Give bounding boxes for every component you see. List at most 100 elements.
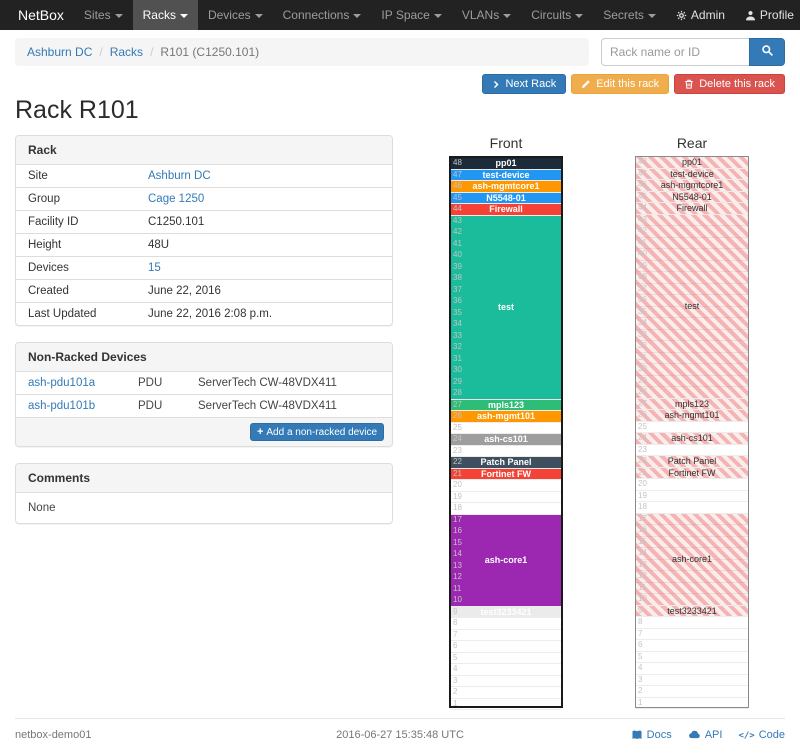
navbar-right: AdminProfileLog out <box>666 0 800 30</box>
rack-device-ash-mgmt101-front[interactable]: ash-mgmt101 <box>451 411 561 422</box>
rack-device-test-device-front[interactable]: test-device <box>451 169 561 180</box>
rack-unit-48: 48 <box>636 157 748 169</box>
rack-unit-27: 27 <box>636 399 748 410</box>
device-label: Fortinet FW <box>668 467 716 478</box>
chevron-down-icon <box>254 13 263 18</box>
device-name-link[interactable]: ash-pdu101b <box>28 400 96 412</box>
attr-value-link[interactable]: Cage 1250 <box>148 193 205 205</box>
rack-device-ash-cs101-rear[interactable]: ash-cs101 <box>636 433 748 444</box>
non-racked-device-row: ash-pdu101a PDU ServerTech CW-48VDX411 <box>16 372 392 395</box>
rack-device-test3233421-front[interactable]: test3233421 <box>451 606 561 617</box>
footer-link-api[interactable]: API <box>688 728 722 742</box>
rack-unit-2: 2 <box>451 687 561 699</box>
rack-unit-4: 4 <box>451 664 561 676</box>
rack-unit-6: 6 <box>636 640 748 652</box>
edit-rack-label: Edit this rack <box>596 78 660 90</box>
unit-number: 25 <box>638 421 647 431</box>
footer-link-code[interactable]: </> Code <box>738 728 785 742</box>
device-label: test-device <box>670 168 714 179</box>
rack-device-fortinet-fw-rear[interactable]: Fortinet FW <box>636 467 748 478</box>
chevron-down-icon <box>647 13 656 18</box>
rack-device-n5548-01-rear[interactable]: N5548-01 <box>636 191 748 202</box>
unit-number: 47 <box>453 169 462 179</box>
non-racked-device-row: ash-pdu101b PDU ServerTech CW-48VDX411 <box>16 394 392 417</box>
device-name-link[interactable]: ash-pdu101a <box>28 377 96 389</box>
rack-unit-22: 22 <box>636 456 748 468</box>
rack-unit-45: 45 <box>451 192 561 204</box>
footer-link-docs[interactable]: Docs <box>631 728 672 742</box>
device-label: test3233421 <box>480 606 532 617</box>
nav-item-sites[interactable]: Sites <box>74 0 133 30</box>
rack-unit-8: 8 <box>451 618 561 630</box>
rack-device-mpls123-rear[interactable]: mpls123 <box>636 398 748 409</box>
nav-item-profile[interactable]: Profile <box>735 0 800 30</box>
next-rack-button[interactable]: Next Rack <box>482 74 567 94</box>
device-label: ash-core1 <box>484 555 528 565</box>
rack-unit-10: 10 <box>636 594 748 606</box>
rack-panel: Rack Site Ashburn DC Group Cage 1250 Facilit… <box>15 135 393 326</box>
brand[interactable]: NetBox <box>18 7 64 23</box>
rack-device-ash-core1-rear[interactable]: ash-core1 <box>636 513 748 605</box>
rack-attr-row: Created June 22, 2016 <box>16 279 392 303</box>
rack-device-patch-panel-front[interactable]: Patch Panel <box>451 457 561 468</box>
rack-device-mpls123-front[interactable]: mpls123 <box>451 399 561 410</box>
unit-number: 36 <box>453 296 462 306</box>
rack-device-pp01-front[interactable]: pp01 <box>451 158 561 169</box>
rack-device-test-device-rear[interactable]: test-device <box>636 168 748 179</box>
breadcrumb-item-ashburn-dc[interactable]: Ashburn DC <box>27 45 93 59</box>
rack-unit-20: 20 <box>451 480 561 492</box>
edit-rack-button[interactable]: Edit this rack <box>571 74 670 94</box>
attr-value-link[interactable]: 15 <box>148 262 161 274</box>
unit-number: 30 <box>638 364 647 374</box>
rack-unit-22: 22 <box>451 457 561 469</box>
rack-unit-9: 9 <box>451 607 561 618</box>
nav-item-vlans[interactable]: VLANs <box>452 0 521 30</box>
nav-item-ip-space[interactable]: IP Space <box>371 0 451 30</box>
rack-device-ash-core1-front[interactable]: ash-core1 <box>451 514 561 606</box>
nav-item-racks[interactable]: Racks <box>132 0 198 30</box>
rack-device-ash-mgmt101-rear[interactable]: ash-mgmt101 <box>636 410 748 421</box>
nav-item-circuits[interactable]: Circuits <box>521 0 593 30</box>
unit-number: 14 <box>453 549 462 559</box>
rack-device-patch-panel-rear[interactable]: Patch Panel <box>636 456 748 467</box>
rack-device-fortinet-fw-front[interactable]: Fortinet FW <box>451 468 561 479</box>
unit-number: 45 <box>453 192 462 202</box>
rack-device-ash-mgmtcore1-front[interactable]: ash-mgmtcore1 <box>451 181 561 192</box>
add-non-racked-device-button[interactable]: + Add a non-racked device <box>249 423 384 441</box>
rack-device-test3233421-rear[interactable]: test3233421 <box>636 605 748 616</box>
search-button[interactable] <box>749 38 785 66</box>
rack-device-n5548-01-front[interactable]: N5548-01 <box>451 192 561 203</box>
unit-number: 37 <box>638 283 647 293</box>
rack-device-test-front[interactable]: test <box>451 215 561 399</box>
rack-device-pp01-rear[interactable]: pp01 <box>636 157 748 168</box>
main-row: Rack Site Ashburn DC Group Cage 1250 Facilit… <box>15 135 785 710</box>
breadcrumb-item-racks[interactable]: Racks <box>109 45 144 59</box>
device-label: Patch Panel <box>667 456 717 467</box>
device-label: ash-cs101 <box>671 433 713 444</box>
device-label: test <box>684 301 700 311</box>
attr-value-link[interactable]: Ashburn DC <box>148 170 211 182</box>
device-model: ServerTech CW-48VDX411 <box>186 394 392 417</box>
unit-number: 7 <box>453 629 458 639</box>
delete-rack-button[interactable]: Delete this rack <box>674 74 785 94</box>
rack-unit-19: 19 <box>636 491 748 502</box>
rack-elevation-rear: 48 47 46 45 44 43 42 41 40 39 38 37 36 35 34 33 32 31 30 29… <box>635 156 749 709</box>
rack-unit-24: 24 <box>636 433 748 445</box>
rack-device-ash-mgmtcore1-rear[interactable]: ash-mgmtcore1 <box>636 180 748 191</box>
unit-number: 31 <box>638 352 647 362</box>
nav-item-connections[interactable]: Connections <box>273 0 372 30</box>
rack-device-firewall-front[interactable]: Firewall <box>451 204 561 215</box>
comments-panel: Comments None <box>15 463 393 524</box>
nav-item-admin[interactable]: Admin <box>666 0 735 30</box>
unit-number: 36 <box>638 295 647 305</box>
rack-device-firewall-rear[interactable]: Firewall <box>636 203 748 214</box>
attr-label: Group <box>16 187 136 211</box>
search-input[interactable] <box>601 38 749 66</box>
rack-device-ash-cs101-front[interactable]: ash-cs101 <box>451 434 561 445</box>
unit-number: 13 <box>638 559 647 569</box>
unit-number: 19 <box>453 491 462 501</box>
rack-device-test-rear[interactable]: test <box>636 214 748 398</box>
breadcrumb: Ashburn DC / Racks / R101 (C1250.101) <box>15 38 589 66</box>
nav-item-secrets[interactable]: Secrets <box>593 0 666 30</box>
nav-item-devices[interactable]: Devices <box>198 0 273 30</box>
